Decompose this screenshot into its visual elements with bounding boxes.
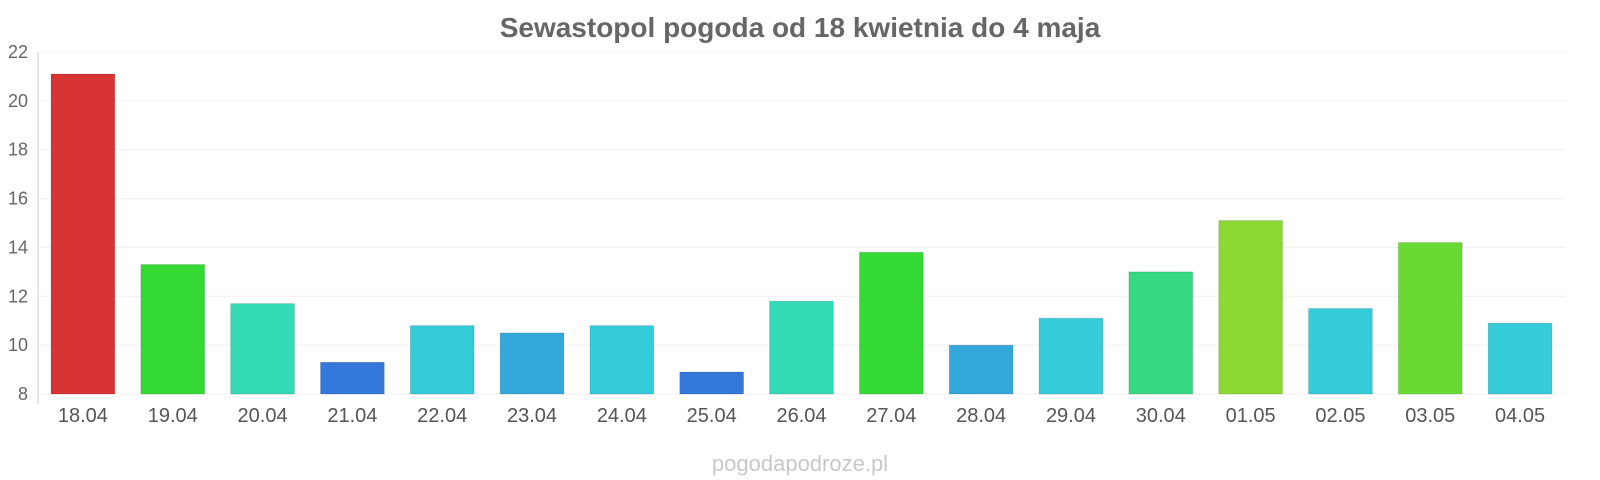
bar-24.04 bbox=[589, 325, 655, 395]
y-tick-label: 16 bbox=[8, 189, 28, 209]
bar-26.04 bbox=[769, 300, 834, 395]
y-tick-label: 18 bbox=[8, 140, 28, 160]
y-tick-label: 14 bbox=[8, 237, 28, 257]
x-tick-label: 25.04 bbox=[687, 405, 737, 427]
bar-27.04 bbox=[858, 251, 924, 395]
x-tick-label: 01.05 bbox=[1226, 405, 1276, 427]
x-tick-label: 23.04 bbox=[507, 405, 557, 427]
x-tick-label: 30.04 bbox=[1136, 405, 1186, 427]
bar-23.04 bbox=[499, 332, 565, 395]
y-tick-label: 22 bbox=[8, 42, 28, 62]
y-tick-label: 10 bbox=[8, 335, 28, 355]
bar-29.04 bbox=[1038, 317, 1104, 395]
x-tick-label: 22.04 bbox=[417, 405, 467, 427]
y-axis: 8 10 12 14 16 18 20 22 bbox=[8, 42, 39, 404]
x-tick-label: 02.05 bbox=[1315, 405, 1365, 427]
bar-28.04 bbox=[948, 344, 1014, 395]
bar-02.05 bbox=[1308, 308, 1373, 395]
bar-30.04 bbox=[1128, 271, 1194, 395]
bar-25.04 bbox=[679, 371, 745, 395]
x-tick-label: 24.04 bbox=[597, 405, 647, 427]
y-tick-label: 8 bbox=[18, 384, 28, 404]
watermark: pogodapodroze.pl bbox=[712, 451, 888, 476]
x-tick-label: 29.04 bbox=[1046, 405, 1096, 427]
x-tick-label: 26.04 bbox=[776, 405, 826, 427]
bar-03.05 bbox=[1397, 242, 1463, 395]
y-tick-label: 12 bbox=[8, 286, 28, 306]
x-tick-label: 03.05 bbox=[1405, 405, 1455, 427]
bar-22.04 bbox=[409, 325, 475, 395]
x-tick-label: 19.04 bbox=[148, 405, 198, 427]
x-tick-label: 27.04 bbox=[866, 405, 916, 427]
bar-20.04 bbox=[230, 303, 295, 395]
bars bbox=[50, 73, 1553, 395]
bar-18.04 bbox=[50, 73, 116, 395]
chart-title: Sewastopol pogoda od 18 kwietnia do 4 ma… bbox=[500, 12, 1101, 43]
x-axis-labels: 18.04 19.04 20.04 21.04 22.04 23.04 24.04 25.04… bbox=[58, 405, 1545, 427]
bar-19.04 bbox=[140, 264, 206, 395]
bar-04.05 bbox=[1487, 322, 1553, 395]
x-tick-label: 20.04 bbox=[238, 405, 288, 427]
y-tick-label: 20 bbox=[8, 91, 28, 111]
x-tick-label: 18.04 bbox=[58, 405, 108, 427]
bar-01.05 bbox=[1218, 220, 1284, 395]
bar-21.04 bbox=[319, 361, 385, 395]
x-tick-label: 04.05 bbox=[1495, 405, 1545, 427]
x-tick-label: 28.04 bbox=[956, 405, 1006, 427]
x-tick-label: 21.04 bbox=[327, 405, 377, 427]
